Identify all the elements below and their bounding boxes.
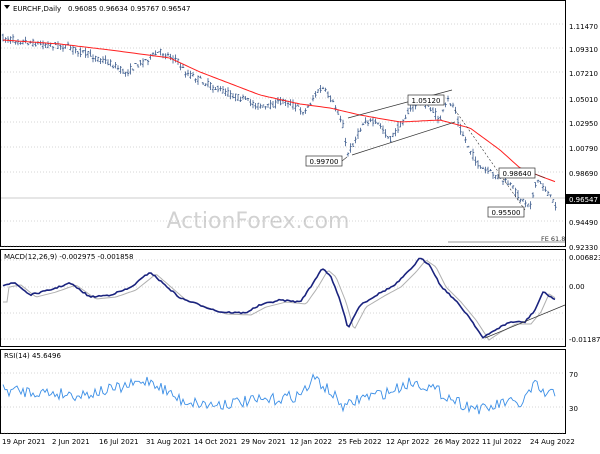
price-tick: 0.92330: [569, 244, 598, 252]
price-tick: 1.02950: [569, 120, 598, 128]
annotation-label: 0.98640: [503, 170, 532, 178]
current-price-label: 0.96547: [569, 196, 598, 204]
price-chart: [1, 23, 565, 247]
price-tick: 1.07210: [569, 70, 598, 78]
rsi-line: [2, 373, 556, 415]
rsi-tick: 70: [569, 371, 578, 379]
time-tick: 29 Nov 2021: [241, 438, 286, 446]
time-tick: 14 Oct 2021: [194, 438, 237, 446]
time-tick: 19 Apr 2021: [2, 438, 45, 446]
price-tick: 1.11470: [569, 23, 598, 31]
dropdown-triangle-icon: [4, 5, 10, 9]
rsi-title: RSI(14) 45.6496: [4, 352, 61, 360]
time-tick: 2 Jun 2021: [52, 438, 90, 446]
annotation-label: 1.05120: [412, 97, 441, 105]
annotation-box: [498, 167, 536, 179]
channel-lower-line: [351, 121, 456, 156]
annotation-label: 0.99700: [310, 158, 339, 166]
symbol-title: EURCHF,Daily: [13, 5, 61, 13]
symbol-header: EURCHF,Daily 0.96085 0.96634 0.95767 0.9…: [4, 5, 190, 13]
moving-average-line: [2, 39, 556, 183]
macd-title: MACD(12,26,9) -0.002975 -0.001858: [4, 253, 133, 261]
annotation-leader: [534, 173, 546, 179]
time-tick: 16 Jul 2021: [99, 438, 139, 446]
price-annotations: 0.99700 1.05120 0.98640 0.95500 FE 61.8: [305, 94, 565, 243]
time-tick: 24 Aug 2022: [530, 438, 575, 446]
price-tick: 0.94490: [569, 219, 598, 227]
macd-chart: [1, 257, 566, 341]
current-price-box: [566, 194, 600, 204]
price-axis: 1.11470 1.09310 1.07210 1.05010 1.02950 …: [566, 23, 600, 252]
macd-tick: 0.00: [569, 283, 585, 291]
time-tick: 26 May 2022: [434, 438, 480, 446]
macd-tick: -0.011874: [569, 336, 600, 344]
projection-line: [454, 109, 526, 211]
price-tick: 1.05010: [569, 96, 598, 104]
time-tick: 31 Aug 2021: [146, 438, 191, 446]
time-axis: 19 Apr 2021 2 Jun 2021 16 Jul 2021 31 Au…: [2, 438, 575, 446]
price-tick: 1.09310: [569, 46, 598, 54]
main-panel-frame: [0, 0, 566, 247]
annotation-box: [305, 155, 343, 167]
rsi-tick: 30: [569, 405, 578, 413]
macd-trend-line: [484, 304, 566, 339]
rsi-chart: [1, 372, 565, 434]
price-tick: 1.00790: [569, 145, 598, 153]
time-tick: 11 Jul 2022: [482, 438, 522, 446]
ohlc-values: 0.96085 0.96634 0.95767 0.96547: [68, 5, 190, 13]
annotation-box: [407, 94, 445, 106]
rsi-axis: 70 30: [569, 371, 578, 413]
time-tick: 12 Apr 2022: [386, 438, 429, 446]
annotation-leader: [341, 156, 348, 162]
macd-line: [2, 257, 556, 339]
macd-axis: 0.006823 0.00 -0.011874: [569, 254, 600, 344]
time-tick: 25 Feb 2022: [338, 438, 382, 446]
macd-signal-line: [3, 260, 556, 341]
macd-panel-frame: [0, 249, 566, 347]
fe-label: FE 61.8: [541, 235, 565, 243]
annotation-label: 0.95500: [492, 209, 521, 217]
time-tick: 12 Jan 2022: [290, 438, 332, 446]
price-tick: 0.98690: [569, 170, 598, 178]
annotation-box: [487, 206, 525, 218]
macd-tick: 0.006823: [569, 254, 600, 262]
watermark: ActionForex.com: [167, 209, 350, 234]
rsi-panel-frame: [0, 349, 566, 434]
